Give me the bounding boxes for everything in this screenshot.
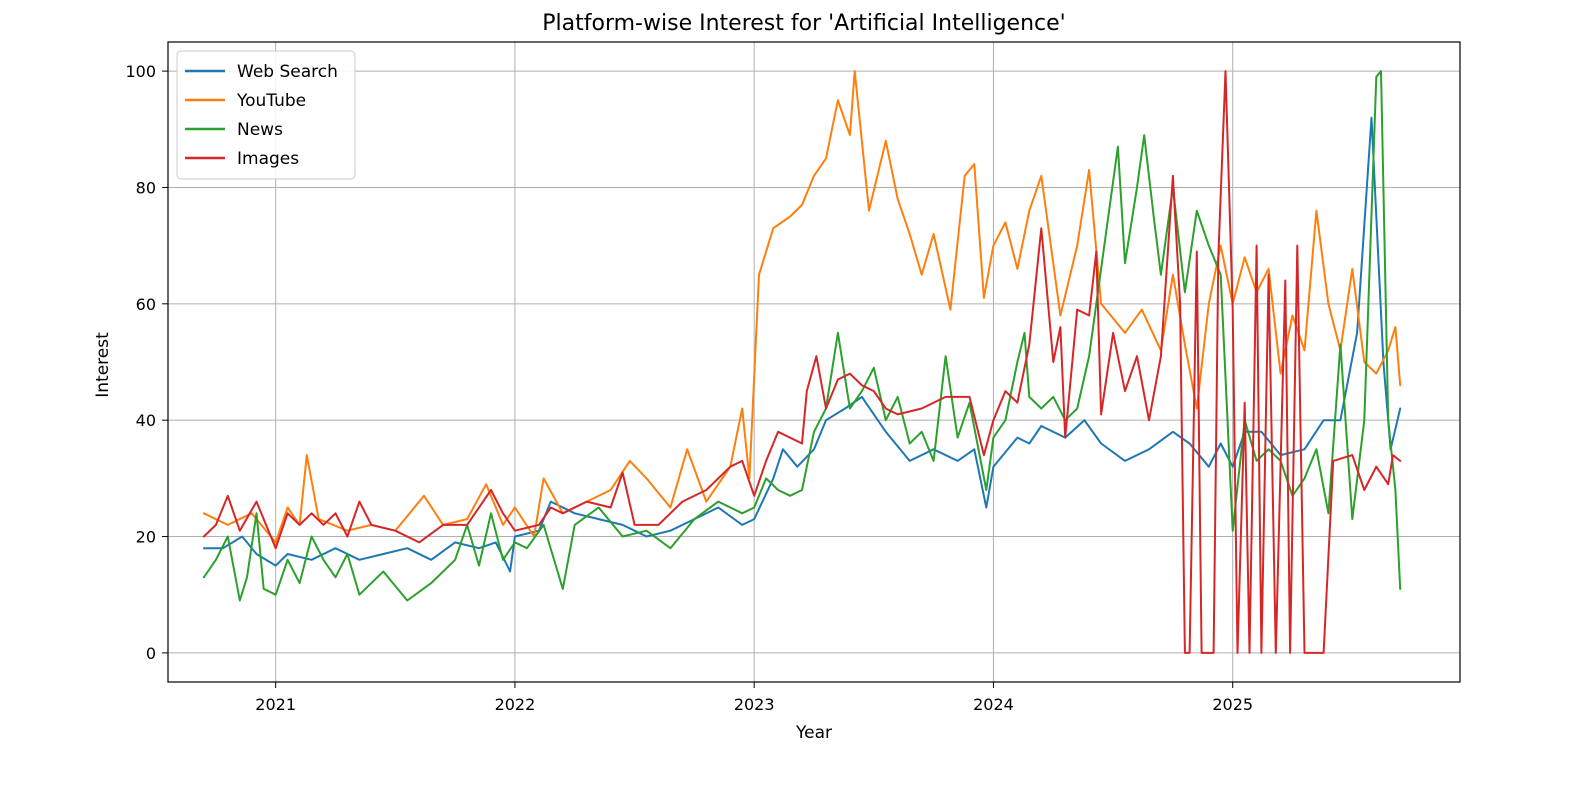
series-line-images	[202, 70, 1402, 654]
series-line-youtube	[202, 70, 1402, 544]
x-axis-label: Year	[795, 723, 832, 743]
y-tick-label: 40	[136, 411, 156, 430]
legend-box	[176, 50, 356, 180]
legend-label-images: Images	[237, 149, 299, 169]
series-line-news	[202, 70, 1402, 602]
series-lines	[202, 70, 1402, 654]
y-tick-label: 80	[136, 178, 156, 197]
y-axis-ticks: 0 20 40 60 80 100	[125, 62, 168, 663]
y-tick-label: 0	[146, 644, 156, 663]
plot-frame	[167, 41, 1461, 683]
legend-label-youtube: YouTube	[236, 91, 306, 111]
legend-label-news: News	[237, 120, 283, 140]
chart-title: Platform-wise Interest for 'Artificial I…	[542, 11, 1065, 36]
x-tick-label: 2022	[495, 695, 536, 714]
x-tick-label: 2021	[255, 695, 296, 714]
x-axis-ticks: 2021 2022 2023 2024 2025	[255, 682, 1253, 714]
x-tick-label: 2024	[973, 695, 1014, 714]
y-axis-label: Interest	[93, 332, 113, 398]
y-tick-label: 20	[136, 528, 156, 547]
legend: Web Search YouTube News Images	[176, 50, 356, 180]
x-tick-label: 2023	[734, 695, 775, 714]
legend-label-web-search: Web Search	[237, 62, 338, 82]
x-tick-label: 2025	[1212, 695, 1253, 714]
y-tick-label: 60	[136, 295, 156, 314]
y-tick-label: 100	[125, 62, 156, 81]
